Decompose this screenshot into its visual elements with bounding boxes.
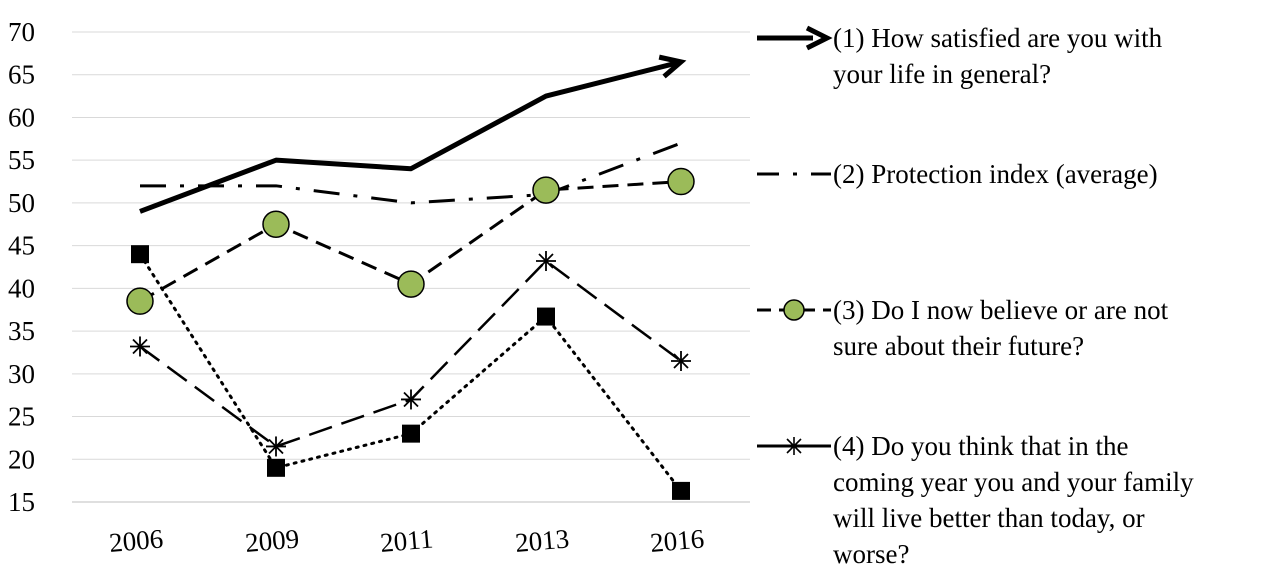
y-tick-label: 65: [8, 60, 35, 90]
y-axis-ticks: 15 20 25 30 35 40 45 50 55 60 65 70: [8, 17, 35, 517]
circle-marker: [532, 176, 560, 204]
arrow-line-icon: [757, 25, 833, 51]
y-tick-label: 55: [8, 145, 35, 175]
x-tick-label: 2006: [108, 523, 164, 558]
circle-marker: [667, 167, 695, 196]
arrowhead: [658, 54, 687, 79]
square-marker: [131, 245, 149, 264]
asterisk-marker: [130, 336, 150, 357]
legend-label-4: (4) Do you think that in the coming year…: [833, 431, 1194, 569]
x-tick-label: 2009: [244, 523, 300, 558]
dashed-circle-icon: [757, 299, 831, 321]
circle-marker: [262, 210, 290, 239]
circle-marker: [126, 287, 154, 315]
square-marker: [267, 458, 285, 477]
asterisk-marker: [266, 436, 286, 457]
y-tick-label: 45: [8, 231, 35, 261]
y-tick-label: 35: [8, 316, 35, 346]
square-marker: [402, 424, 420, 443]
circle-marker: [397, 270, 425, 298]
x-tick-label: 2011: [379, 523, 434, 558]
square-marker: [672, 481, 690, 500]
series-line-2: [140, 141, 682, 205]
legend-label-3: (3) Do I now believe or are not sure abo…: [833, 295, 1169, 361]
series-markers: [126, 54, 695, 500]
x-tick-label: 2013: [514, 523, 570, 558]
asterisk-marker: [401, 389, 421, 410]
asterisk-marker: [671, 351, 691, 371]
y-tick-label: 60: [8, 102, 35, 132]
square-marker: [537, 307, 555, 326]
x-tick-label: 2016: [649, 523, 705, 558]
series-line-1: [139, 59, 682, 214]
y-tick-label: 70: [8, 17, 35, 47]
y-tick-label: 20: [8, 444, 35, 474]
y-tick-label: 25: [8, 402, 35, 432]
y-tick-label: 40: [8, 273, 35, 303]
y-tick-label: 30: [8, 359, 35, 389]
asterisk-marker: [536, 251, 556, 272]
y-tick-label: 50: [8, 188, 35, 218]
asterisk-line-icon: [757, 437, 831, 455]
legend-label-2: (2) Protection index (average): [833, 159, 1158, 189]
legend-label-1: (1) How satisfied are you with your life…: [833, 23, 1163, 89]
y-tick-label: 15: [8, 487, 35, 517]
x-axis-ticks: 2006 2009 2011 2013 2016: [108, 523, 705, 558]
dash-dot-line-icon: [757, 172, 831, 176]
